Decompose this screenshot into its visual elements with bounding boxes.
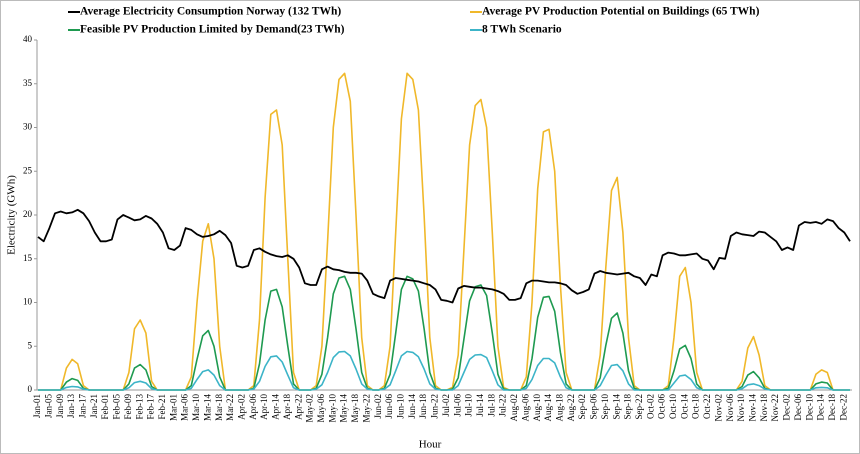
x-tick-label: Oct-10 (668, 394, 678, 419)
x-tick-label: Jul-06 (452, 394, 462, 417)
x-tick-label: Jul-22 (498, 394, 508, 417)
x-tick-label: Mar-06 (180, 394, 190, 421)
x-tick-label: Sep-14 (611, 394, 621, 420)
legend-label: Average Electricity Consumption Norway (… (80, 6, 341, 18)
x-tick-label: Jul-02 (441, 394, 451, 417)
x-tick-label: Aug-02 (509, 394, 519, 422)
x-tick-label: Jan-05 (43, 394, 53, 418)
series-line (37, 208, 851, 304)
x-tick-label: Oct-02 (645, 394, 655, 419)
x-tick-label: Aug-18 (554, 394, 564, 422)
x-tick-label: Dec-02 (782, 394, 792, 421)
x-tick-label: Dec-22 (838, 394, 848, 421)
x-tick-label: Aug-10 (532, 394, 542, 422)
x-tick-label: Mar-01 (168, 394, 178, 421)
series-line (38, 350, 850, 391)
x-tick-label: Sep-10 (600, 394, 610, 420)
x-tick-label: Nov-02 (713, 394, 723, 422)
x-tick-label: Jun-06 (384, 394, 394, 419)
x-tick-label: May-18 (350, 394, 360, 423)
x-tick-label: Jul-18 (486, 394, 496, 417)
x-tick-label: Nov-14 (748, 394, 758, 422)
x-axis-title: Hour (419, 439, 442, 451)
x-tick-label: Feb-01 (100, 394, 110, 420)
x-tick-label: Sep-06 (589, 394, 599, 420)
x-tick-label: Jun-02 (373, 394, 383, 419)
x-tick-label: Oct-06 (657, 394, 667, 419)
x-tick-label: Mar-14 (202, 394, 212, 421)
x-tick-label: Jan-01 (32, 394, 42, 418)
x-tick-label: Apr-22 (293, 394, 303, 420)
x-tick-label: Dec-06 (793, 394, 803, 421)
x-tick-label: Jul-10 (464, 394, 474, 417)
x-tick-label: Mar-22 (225, 394, 235, 421)
legend-label: 8 TWh Scenario (482, 24, 562, 36)
x-tick-label: Aug-14 (543, 394, 553, 422)
x-tick-label: Jan-17 (77, 394, 87, 418)
x-tick-label: Dec-18 (827, 394, 837, 421)
x-tick-label: Feb-09 (123, 394, 133, 420)
x-tick-label: Oct-22 (702, 394, 712, 419)
x-tick-label: Jan-21 (89, 394, 99, 418)
x-tick-label: Sep-02 (577, 394, 587, 420)
x-tick-label: Feb-05 (112, 394, 122, 420)
x-tick-label: Nov-18 (759, 394, 769, 422)
x-tick-label: Mar-18 (214, 394, 224, 421)
x-tick-label: Oct-14 (679, 394, 689, 419)
x-tick-label: Dec-10 (804, 394, 814, 421)
y-axis-title: Electricity (GWh) (6, 175, 18, 255)
x-tick-label: Dec-14 (816, 394, 826, 421)
y-tick-label: 40 (23, 34, 33, 44)
x-tick-label: Apr-06 (248, 394, 258, 420)
x-tick-label: May-22 (361, 394, 371, 423)
x-tick-label: Apr-14 (271, 394, 281, 420)
x-tick-label: Sep-22 (634, 394, 644, 420)
legend-label: Feasible PV Production Limited by Demand… (80, 24, 345, 36)
x-tick-label: Nov-22 (770, 394, 780, 422)
x-tick-label: Jan-13 (66, 394, 76, 418)
x-tick-label: Feb-13 (134, 394, 144, 420)
x-tick-label: Jun-14 (407, 394, 417, 419)
x-tick-label: Jul-14 (475, 394, 485, 417)
y-tick-label: 30 (23, 122, 33, 132)
y-tick-label: 35 (23, 78, 33, 88)
x-tick-label: Jun-22 (430, 394, 440, 419)
x-tick-label: Jun-10 (395, 394, 405, 419)
x-tick-label: Apr-18 (282, 394, 292, 420)
x-tick-label: Jan-09 (55, 394, 65, 418)
x-tick-label: May-06 (316, 394, 326, 423)
x-tick-label: Aug-06 (520, 394, 530, 422)
y-tick-label: 25 (23, 165, 33, 175)
y-tick-label: 5 (28, 340, 33, 350)
legend-label: Average PV Production Potential on Build… (482, 6, 760, 18)
x-tick-label: May-02 (305, 394, 315, 423)
x-tick-label: May-10 (327, 394, 337, 423)
y-tick-label: 0 (28, 384, 33, 394)
y-tick-label: 15 (23, 253, 33, 263)
x-tick-label: Aug-22 (566, 394, 576, 422)
x-tick-label: Nov-06 (725, 394, 735, 422)
x-tick-label: Apr-10 (259, 394, 269, 420)
x-tick-label: Sep-18 (623, 394, 633, 420)
x-tick-label: Mar-10 (191, 394, 201, 421)
y-tick-label: 20 (23, 209, 33, 219)
x-tick-label: Feb-21 (157, 394, 167, 420)
x-tick-label: Nov-10 (736, 394, 746, 422)
y-tick-label: 10 (23, 297, 33, 307)
x-tick-label: Apr-02 (236, 394, 246, 420)
x-tick-label: May-14 (339, 394, 349, 423)
x-tick-label: Oct-18 (691, 394, 701, 419)
x-tick-label: Jun-18 (418, 394, 428, 419)
x-tick-label: Feb-17 (146, 394, 156, 420)
